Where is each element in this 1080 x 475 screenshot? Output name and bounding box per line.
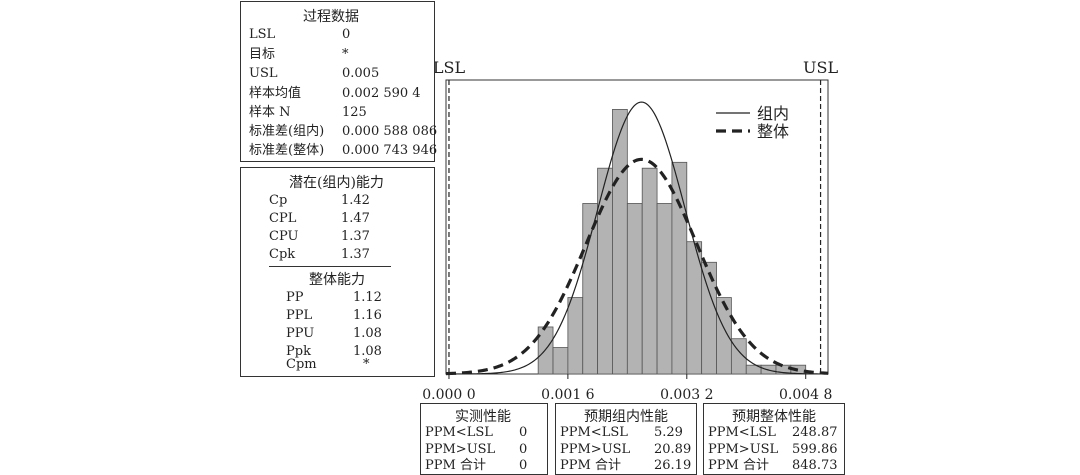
observed-performance-panel: 实测性能 PPM<LSL 0 PPM>USL 0 PPM 合计 0 — [420, 403, 548, 475]
within-row-label: PPM 合计 — [560, 458, 621, 473]
process-row-value: 0.002 590 4 — [342, 86, 421, 101]
expected-overall-title: 预期整体性能 — [732, 409, 816, 425]
overall-row-label: PP — [286, 290, 304, 305]
potential-row-value: 1.42 — [341, 193, 370, 208]
process-row-label: LSL — [249, 27, 276, 42]
overall-row-label: PPL — [286, 308, 313, 323]
overall-row-label: Cpm — [286, 357, 317, 372]
observed-performance-title: 实测性能 — [455, 409, 511, 425]
potential-row-label: CPL — [269, 211, 297, 226]
histogram-bar — [701, 261, 717, 375]
overall-row-label: PPU — [286, 326, 315, 341]
within-row-value: 20.89 — [654, 442, 692, 457]
process-row-value: 125 — [342, 105, 367, 120]
observed-row-label: PPM<LSL — [425, 425, 493, 440]
process-row-label: 标准差(组内) — [249, 124, 325, 139]
x-tick-label: 0.000 0 — [422, 387, 475, 403]
expected-within-title: 预期组内性能 — [584, 409, 668, 425]
capability-divider — [269, 266, 391, 267]
expected-overall-panel: 预期整体性能 PPM<LSL 248.87 PPM>USL 599.86 PPM… — [703, 403, 845, 475]
histogram-bar — [716, 297, 732, 375]
overall-perf-row-label: PPM<LSL — [708, 425, 776, 440]
process-row-value: 0.000 743 946 — [342, 143, 438, 158]
potential-row-label: CPU — [269, 229, 299, 244]
within-row-label: PPM>USL — [560, 442, 631, 457]
potential-capability-title: 潜在(组内)能力 — [289, 175, 384, 191]
process-row-label: 样本均值 — [249, 86, 302, 101]
histogram-bars — [537, 109, 807, 375]
observed-row-value: 0 — [519, 458, 528, 473]
overall-row-value: 1.16 — [353, 308, 382, 323]
potential-row-value: 1.47 — [341, 211, 370, 226]
within-row-label: PPM<LSL — [560, 425, 628, 440]
overall-perf-row-label: PPM 合计 — [708, 458, 769, 473]
histogram-bar — [537, 326, 554, 375]
process-data-title: 过程数据 — [303, 9, 359, 25]
histogram-bar — [552, 347, 569, 375]
observed-row-value: 0 — [519, 425, 528, 440]
overall-row-label: Ppk — [286, 344, 311, 359]
process-data-panel: 过程数据 LSL 0 目标 * USL 0.005 样本均值 0.002 590… — [240, 1, 438, 162]
histogram-bar — [582, 203, 599, 375]
process-row-value: 0 — [342, 27, 351, 42]
x-tick-label: 0.001 6 — [541, 387, 595, 403]
legend-overall-label: 整体 — [757, 122, 789, 141]
process-row-value: 0.005 — [342, 66, 380, 81]
overall-row-value: 1.08 — [353, 326, 382, 341]
potential-row-label: Cp — [269, 193, 288, 208]
process-row-label: 目标 — [249, 47, 276, 62]
legend-within-label: 组内 — [757, 104, 789, 123]
overall-perf-row-value: 848.73 — [792, 458, 838, 473]
overall-row-value: * — [363, 357, 370, 372]
overall-row-value: 1.08 — [353, 344, 382, 359]
within-row-value: 26.19 — [654, 458, 692, 473]
process-row-value: * — [342, 47, 349, 62]
expected-within-panel: 预期组内性能 PPM<LSL 5.29 PPM>USL 20.89 PPM 合计… — [555, 403, 697, 475]
legend: 组内 整体 — [716, 104, 789, 141]
potential-row-label: Cpk — [269, 247, 296, 262]
overall-perf-row-value: 248.87 — [792, 425, 838, 440]
lsl-label: LSL — [433, 58, 466, 77]
capability-panel: 潜在(组内)能力 Cp 1.42 CPL 1.47 CPU 1.37 Cpk 1… — [240, 167, 435, 377]
within-curve-line — [446, 101, 829, 375]
histogram-bar — [567, 297, 584, 375]
x-axis-ticks: 0.000 0 0.001 6 0.003 2 0.004 8 — [422, 374, 832, 403]
process-row-value: 0.000 588 086 — [342, 124, 438, 139]
overall-capability-title: 整体能力 — [309, 272, 365, 288]
histogram-bar — [626, 203, 643, 375]
potential-row-value: 1.37 — [341, 247, 370, 262]
overall-row-value: 1.12 — [353, 290, 382, 305]
histogram-bar — [656, 203, 673, 375]
process-row-label: 样本 N — [249, 105, 291, 120]
x-tick-label: 0.004 8 — [779, 387, 832, 403]
observed-row-label: PPM>USL — [425, 442, 496, 457]
histogram-bar — [671, 161, 688, 375]
process-row-label: USL — [249, 66, 278, 81]
observed-row-label: PPM 合计 — [425, 458, 486, 473]
overall-perf-row-value: 599.86 — [792, 442, 838, 457]
histogram-bar — [641, 167, 658, 375]
x-tick-label: 0.003 2 — [660, 387, 713, 403]
overall-curve-line — [445, 157, 829, 376]
process-row-label: 标准差(整体) — [249, 143, 325, 158]
observed-row-value: 0 — [519, 442, 528, 457]
potential-row-value: 1.37 — [341, 229, 370, 244]
usl-label: USL — [803, 58, 838, 77]
within-row-value: 5.29 — [654, 425, 683, 440]
overall-perf-row-label: PPM>USL — [708, 442, 779, 457]
